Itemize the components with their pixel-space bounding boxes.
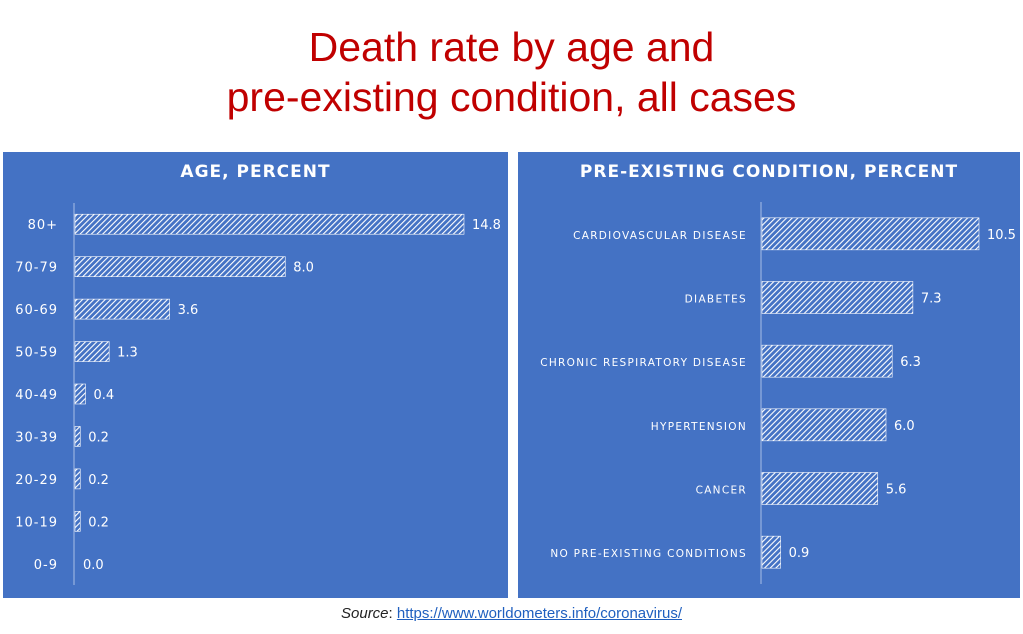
data-label: 6.0 [894,419,915,434]
category-label: 50-59 [15,346,58,361]
data-label: 0.0 [83,558,104,573]
data-label: 5.6 [886,483,907,498]
category-label: 0-9 [34,558,58,573]
data-label: 6.3 [900,355,921,370]
page-title: Death rate by age and pre-existing condi… [0,22,1023,122]
bar [74,256,286,277]
age-chart-panel: AGE, PERCENT 80+ 14.8 70-79 8.0 60-69 3.6 50-5… [3,152,508,598]
bar [74,341,110,362]
category-label: DIABETES [685,294,747,306]
data-label: 0.2 [88,515,109,530]
data-label: 3.6 [178,303,199,318]
bar [74,383,86,405]
data-label: 0.4 [94,388,115,403]
category-label: 10-19 [15,515,58,530]
data-label: 14.8 [472,218,501,233]
bar [761,472,879,505]
bar [74,426,81,447]
data-label: 0.2 [88,473,109,488]
data-label: 1.3 [117,346,138,361]
data-label: 0.9 [789,546,810,561]
bar [74,213,465,235]
bar [761,344,893,378]
category-label: 30-39 [15,430,58,445]
data-label: 7.3 [921,292,942,307]
data-label: 10.5 [987,228,1016,243]
category-label: CARDIOVASCULAR DISEASE [573,230,747,242]
bar [761,408,887,442]
condition-chart-panel: PRE-EXISTING CONDITION, PERCENT CARDIOVA… [518,152,1020,598]
bar [74,298,170,320]
source-note: Source: https://www.worldometers.info/co… [0,605,1023,622]
bar [761,217,980,251]
source-separator: : [388,605,397,622]
data-label: 8.0 [293,261,314,276]
title-line-1: Death rate by age and [308,24,715,70]
category-label: NO PRE-EXISTING CONDITIONS [550,548,747,560]
category-label: 40-49 [15,388,58,403]
title-line-2: pre-existing condition, all cases [226,74,797,120]
bar [74,468,81,490]
age-chart-svg: 80+ 14.8 70-79 8.0 60-69 3.6 50-59 1.3 40-49 0.4 3… [15,203,501,585]
category-label: 20-29 [15,473,58,488]
condition-chart-title: PRE-EXISTING CONDITION, PERCENT [579,162,959,182]
category-label: 60-69 [15,303,58,318]
source-link[interactable]: https://www.worldometers.info/coronaviru… [396,605,682,622]
bar [74,511,81,532]
category-label: CHRONIC RESPIRATORY DISEASE [540,357,747,369]
bar [761,281,914,314]
category-label: HYPERTENSION [651,421,747,433]
category-label: CANCER [696,485,747,497]
data-label: 0.2 [88,430,109,445]
category-label: 70-79 [15,261,58,276]
age-chart-title: AGE, PERCENT [180,162,331,182]
bar [761,535,781,569]
category-label: 80+ [28,218,58,233]
source-label: Source [341,605,389,622]
condition-chart-svg: CARDIOVASCULAR DISEASE 10.5 DIABETES 7.3 CHR… [540,202,1016,584]
